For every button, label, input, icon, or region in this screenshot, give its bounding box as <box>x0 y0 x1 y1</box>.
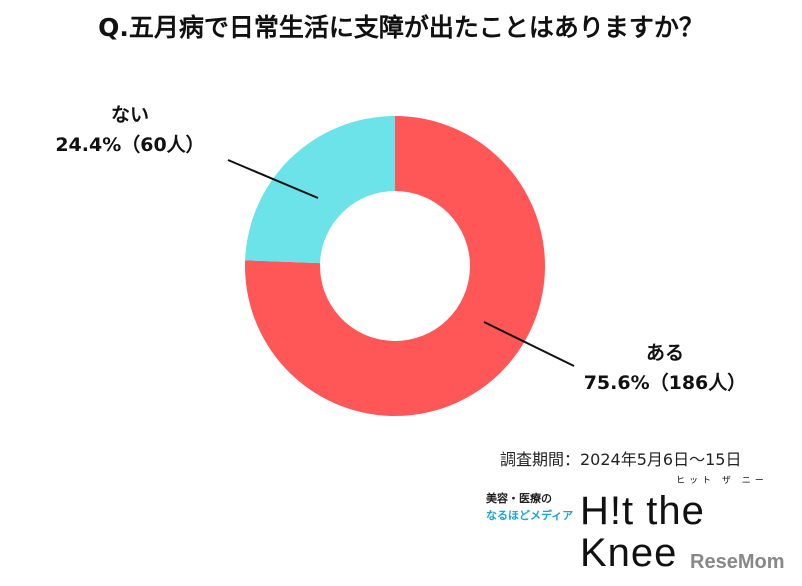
slice-value: 24.4%（60人） <box>55 134 205 156</box>
slice-label: ある <box>645 342 684 364</box>
logo-tagline: 美容・医療の なるほどメディア <box>486 490 573 524</box>
chart-title: Q.五月病で日常生活に支障が出たことはありますか？ <box>98 13 704 42</box>
slice-value: 75.6%（186人） <box>583 372 747 394</box>
donut-slice-1 <box>245 116 395 264</box>
resemom-watermark: ReseMom <box>690 551 785 573</box>
label-aru: ある 75.6%（186人） <box>570 338 760 398</box>
donut-slice-0 <box>245 116 546 417</box>
slice-label: ない <box>110 104 149 126</box>
leader-line-nai <box>227 159 319 199</box>
survey-period: 調査期間：2024年5月6日～15日 <box>500 450 742 469</box>
logo-tagline-2: なるほどメディア <box>486 509 574 522</box>
logo-ruby: ヒット ザ ニー <box>676 476 768 486</box>
leader-line-aru <box>483 321 575 367</box>
logo-hit-the-knee: H!t the Knee <box>580 489 705 575</box>
label-nai: ない 24.4%（60人） <box>40 100 220 160</box>
logo-tagline-1: 美容・医療の <box>486 492 552 505</box>
